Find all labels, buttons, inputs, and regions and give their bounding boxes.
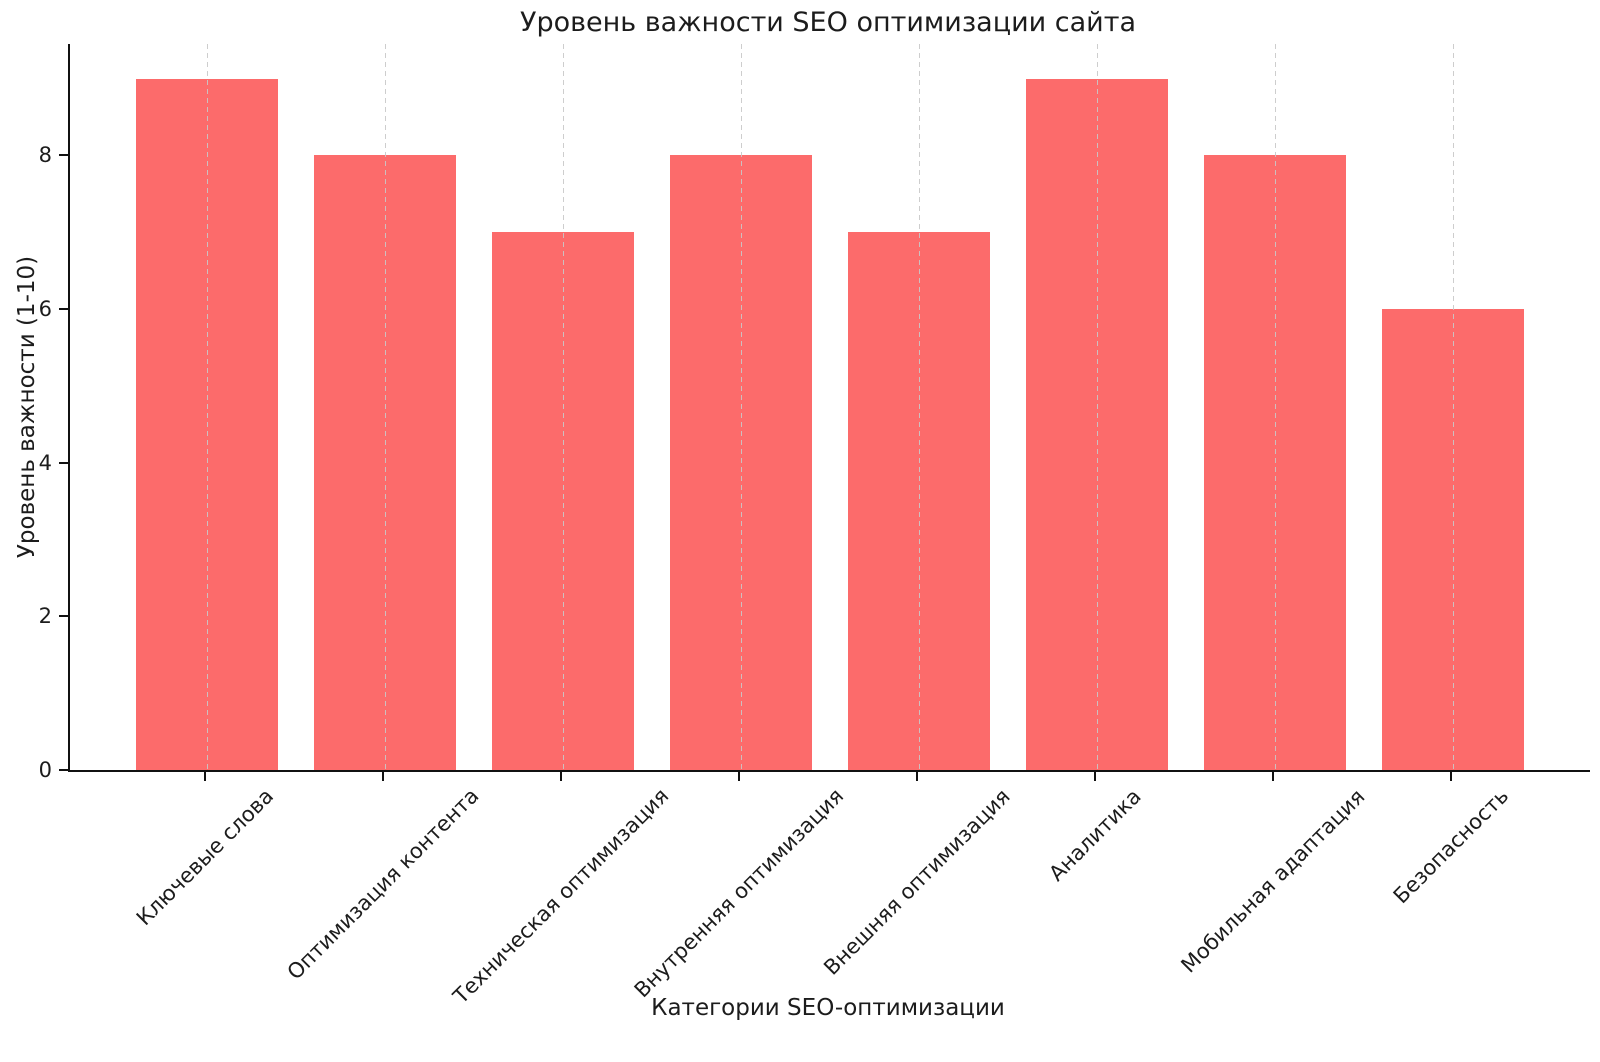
x-tick-label: Аналитика — [1044, 783, 1146, 886]
x-tick-mark — [204, 772, 206, 781]
y-tick-mark — [59, 461, 68, 464]
gridline — [206, 44, 208, 770]
x-tick-mark — [1450, 772, 1452, 781]
gridline — [740, 44, 742, 770]
gridline — [1274, 44, 1276, 770]
y-tick-label: 2 — [38, 604, 52, 629]
x-tick-label: Внешняя оптимизация — [819, 784, 1015, 980]
x-tick-mark — [382, 772, 384, 781]
y-tick-mark — [59, 308, 68, 311]
x-tick-mark — [738, 772, 740, 781]
y-tick-label: 0 — [38, 758, 52, 782]
x-axis-label: Категории SEO-оптимизации — [651, 995, 1005, 1021]
x-tick-label: Ключевые слова — [131, 784, 279, 931]
x-tick-label: Оптимизация контента — [282, 783, 484, 985]
y-tick-mark — [59, 769, 68, 771]
x-tick-label: Внутренняя оптимизация — [629, 783, 849, 1003]
x-tick-mark — [560, 772, 562, 781]
y-tick-label: 8 — [38, 143, 52, 168]
plot-area — [68, 44, 1590, 772]
x-tick-mark — [916, 772, 918, 781]
x-tick-label: Мобильная адаптация — [1176, 784, 1370, 978]
chart-title: Уровень важности SEO оптимизации сайта — [519, 7, 1136, 38]
x-tick-mark — [1094, 772, 1096, 781]
x-tick-label: Безопасность — [1388, 783, 1514, 909]
gridline — [918, 44, 920, 770]
gridline — [562, 44, 564, 770]
y-tick-label: 6 — [38, 297, 52, 322]
y-tick-mark — [59, 615, 68, 618]
y-tick-mark — [59, 154, 68, 157]
x-tick-mark — [1272, 772, 1274, 781]
gridline — [1452, 44, 1454, 770]
gridline — [1096, 44, 1098, 770]
gridline — [384, 44, 386, 770]
y-tick-label: 4 — [38, 450, 52, 475]
